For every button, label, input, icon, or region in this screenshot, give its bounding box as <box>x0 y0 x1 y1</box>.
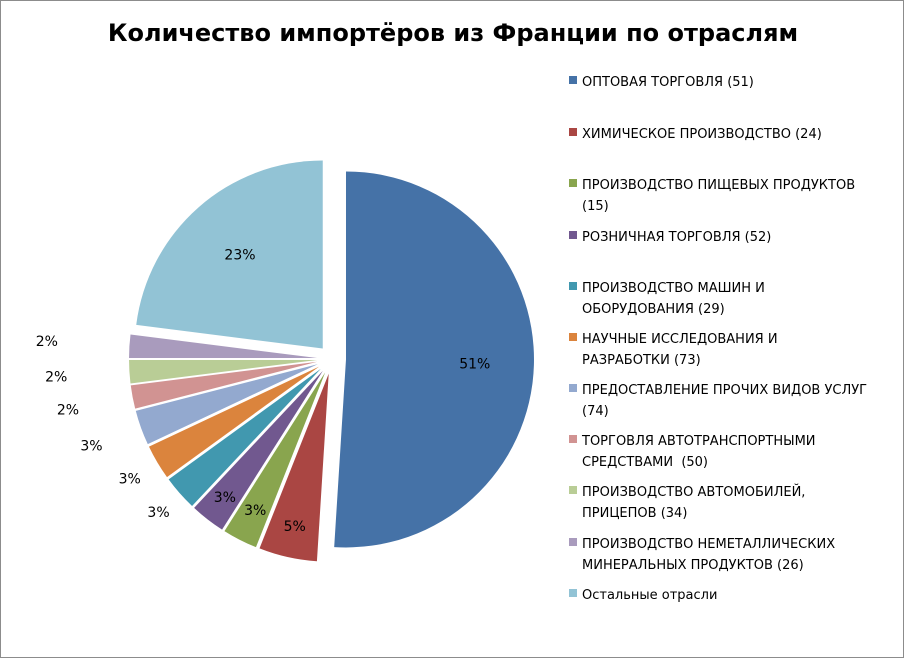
slice-data-label: 3% <box>119 472 141 488</box>
slice-data-label: 2% <box>57 402 79 418</box>
pie-slice <box>224 372 326 548</box>
slice-data-label: 3% <box>244 503 266 519</box>
pie-slice <box>130 361 318 409</box>
pie-slice <box>148 366 320 478</box>
chart-title: Количество импортёров из Франции по отра… <box>107 19 799 47</box>
pie-slice <box>129 359 318 384</box>
slice-data-label: 2% <box>36 334 58 350</box>
pie-slice <box>259 373 329 562</box>
slice-data-label: 3% <box>147 505 169 521</box>
pie-slice <box>168 368 321 506</box>
slice-data-label: 3% <box>214 490 236 506</box>
slice-data-label: 5% <box>284 519 306 535</box>
pie-slice <box>334 171 534 548</box>
slice-data-label: 2% <box>45 369 67 385</box>
pie-slice <box>194 370 323 530</box>
slice-data-label: 51% <box>459 356 490 372</box>
pie-slice <box>136 160 323 349</box>
slice-data-label: 23% <box>224 248 255 264</box>
pie-slice <box>129 334 318 359</box>
pie-slice <box>135 364 318 445</box>
slice-data-label: 3% <box>80 439 102 455</box>
